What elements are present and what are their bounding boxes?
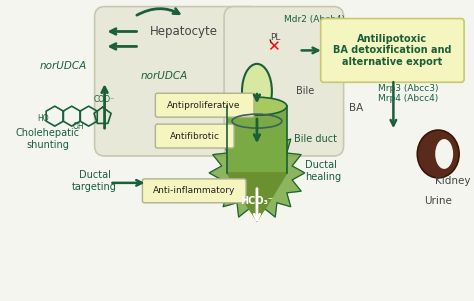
Text: Hepatocyte: Hepatocyte <box>150 25 218 38</box>
FancyBboxPatch shape <box>224 7 344 156</box>
Text: Kidney: Kidney <box>436 176 471 186</box>
Text: Ductal
healing: Ductal healing <box>305 160 341 182</box>
Text: Antiproliferative: Antiproliferative <box>167 101 241 110</box>
Text: Anti-inflammatory: Anti-inflammatory <box>153 186 236 195</box>
Text: Bile: Bile <box>296 86 314 96</box>
FancyBboxPatch shape <box>155 93 254 117</box>
Polygon shape <box>227 106 287 173</box>
Text: Mrp3 (Abcc3)
Mrp4 (Abcc4): Mrp3 (Abcc3) Mrp4 (Abcc4) <box>378 84 439 103</box>
Ellipse shape <box>417 130 459 178</box>
Text: Cholehepatic
shunting: Cholehepatic shunting <box>16 128 80 150</box>
Text: norUDCA: norUDCA <box>141 71 188 81</box>
Text: ✕: ✕ <box>267 39 280 54</box>
Ellipse shape <box>227 97 287 115</box>
Text: Antifibrotic: Antifibrotic <box>170 132 220 141</box>
Text: HCO₃⁻: HCO₃⁻ <box>240 196 273 206</box>
Polygon shape <box>227 173 287 221</box>
Text: PL: PL <box>270 33 280 42</box>
Text: COO⁻: COO⁻ <box>94 95 115 104</box>
Text: HO: HO <box>37 114 49 123</box>
Ellipse shape <box>435 139 453 169</box>
Text: OH: OH <box>73 122 84 131</box>
Text: Ductal
targeting: Ductal targeting <box>72 170 117 192</box>
FancyBboxPatch shape <box>155 124 234 148</box>
Text: Antilipotoxic
BA detoxification and
alternative export: Antilipotoxic BA detoxification and alte… <box>333 34 452 67</box>
FancyBboxPatch shape <box>142 179 246 203</box>
FancyBboxPatch shape <box>95 7 259 156</box>
Ellipse shape <box>242 64 272 119</box>
Text: Mdr2 (Abcb4): Mdr2 (Abcb4) <box>284 15 345 24</box>
Text: norUDCA: norUDCA <box>40 61 87 71</box>
Text: BA: BA <box>349 103 364 113</box>
Text: Urine: Urine <box>424 196 452 206</box>
Polygon shape <box>209 125 305 221</box>
Text: Bile duct: Bile duct <box>294 134 337 144</box>
FancyBboxPatch shape <box>321 19 464 82</box>
